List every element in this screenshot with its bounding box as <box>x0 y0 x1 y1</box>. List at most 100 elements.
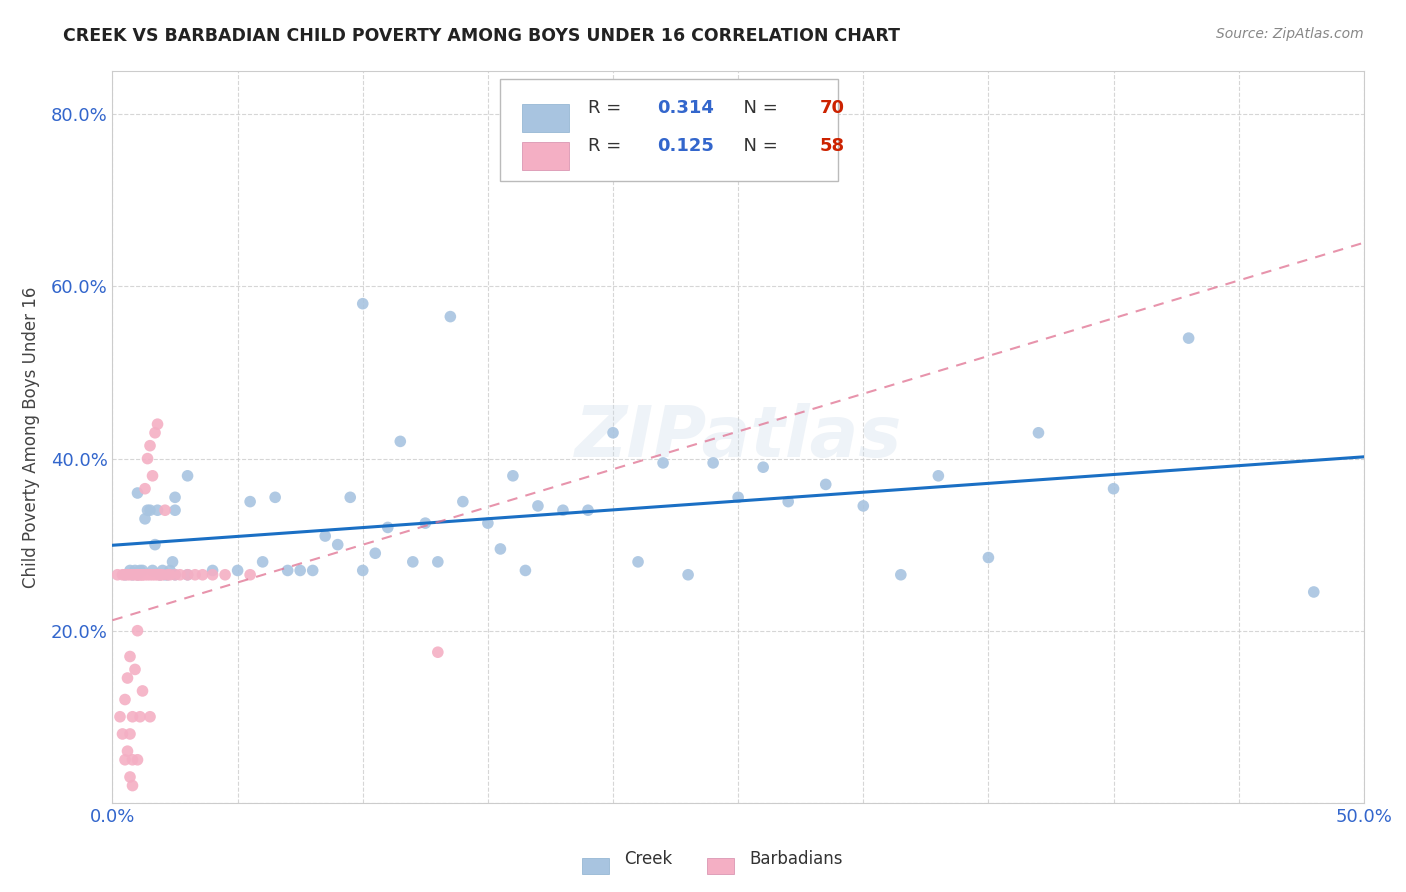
Point <box>778 494 800 508</box>
Point <box>201 564 224 578</box>
Point <box>114 753 136 767</box>
Point <box>252 555 274 569</box>
Point <box>184 567 207 582</box>
Point <box>121 567 143 582</box>
Point <box>131 564 153 578</box>
Point <box>149 567 172 582</box>
Point <box>377 520 399 534</box>
Point <box>226 564 249 578</box>
Point <box>176 567 198 582</box>
Point <box>214 567 236 582</box>
Point <box>127 567 149 582</box>
Point <box>124 567 146 582</box>
Point <box>139 710 162 724</box>
Point <box>159 564 181 578</box>
Point <box>114 567 136 582</box>
Point <box>139 439 162 453</box>
Point <box>146 567 169 582</box>
Point <box>153 503 176 517</box>
Point <box>134 482 156 496</box>
Point <box>136 451 159 466</box>
Point <box>389 434 412 449</box>
Point <box>426 645 449 659</box>
Point <box>118 567 141 582</box>
FancyBboxPatch shape <box>707 858 734 874</box>
Point <box>602 425 624 440</box>
Point <box>146 417 169 432</box>
Point <box>129 564 152 578</box>
FancyBboxPatch shape <box>582 858 609 874</box>
Point <box>489 541 512 556</box>
Point <box>163 491 186 505</box>
Point <box>117 744 139 758</box>
Point <box>121 567 143 582</box>
Point <box>118 649 141 664</box>
Point <box>118 770 141 784</box>
Point <box>118 564 141 578</box>
Point <box>439 310 461 324</box>
Point <box>139 503 162 517</box>
Text: CREEK VS BARBADIAN CHILD POVERTY AMONG BOYS UNDER 16 CORRELATION CHART: CREEK VS BARBADIAN CHILD POVERTY AMONG B… <box>63 27 900 45</box>
Point <box>143 538 166 552</box>
Point <box>108 710 131 724</box>
Point <box>1028 425 1050 440</box>
Point <box>124 662 146 676</box>
Point <box>129 567 152 582</box>
Point <box>364 546 387 560</box>
FancyBboxPatch shape <box>522 143 569 170</box>
Text: 58: 58 <box>820 137 845 155</box>
Point <box>131 567 153 582</box>
Point <box>134 567 156 582</box>
Point <box>551 503 574 517</box>
Point <box>156 567 179 582</box>
Point <box>162 555 184 569</box>
Text: Creek: Creek <box>624 850 672 868</box>
Point <box>927 468 949 483</box>
Point <box>477 516 499 530</box>
Point <box>191 567 214 582</box>
FancyBboxPatch shape <box>522 104 569 132</box>
Point <box>290 564 312 578</box>
Text: ZIPatlas: ZIPatlas <box>575 402 901 472</box>
Text: R =: R = <box>588 137 627 155</box>
Point <box>143 567 166 582</box>
Point <box>314 529 336 543</box>
Point <box>141 468 163 483</box>
Text: N =: N = <box>733 137 783 155</box>
Point <box>121 710 143 724</box>
Text: Barbadians: Barbadians <box>749 850 844 868</box>
Point <box>121 779 143 793</box>
Point <box>127 753 149 767</box>
Point <box>1102 482 1125 496</box>
Text: 70: 70 <box>820 99 845 118</box>
Point <box>127 486 149 500</box>
Point <box>111 727 134 741</box>
Point <box>117 567 139 582</box>
Point <box>121 753 143 767</box>
Point <box>201 567 224 582</box>
Point <box>136 567 159 582</box>
Point <box>127 567 149 582</box>
Point <box>141 564 163 578</box>
Point <box>977 550 1000 565</box>
Point <box>627 555 650 569</box>
Point <box>163 567 186 582</box>
Y-axis label: Child Poverty Among Boys Under 16: Child Poverty Among Boys Under 16 <box>21 286 39 588</box>
Point <box>134 512 156 526</box>
Point <box>277 564 299 578</box>
Point <box>176 567 198 582</box>
Text: 0.314: 0.314 <box>657 99 714 118</box>
Point <box>152 564 174 578</box>
Point <box>107 567 129 582</box>
Point <box>127 567 149 582</box>
Point <box>127 624 149 638</box>
Point <box>413 516 436 530</box>
Point <box>727 491 749 505</box>
FancyBboxPatch shape <box>501 78 838 181</box>
Point <box>1177 331 1199 345</box>
Point <box>426 555 449 569</box>
Point <box>652 456 675 470</box>
Point <box>890 567 912 582</box>
Point <box>239 494 262 508</box>
Point <box>301 564 323 578</box>
